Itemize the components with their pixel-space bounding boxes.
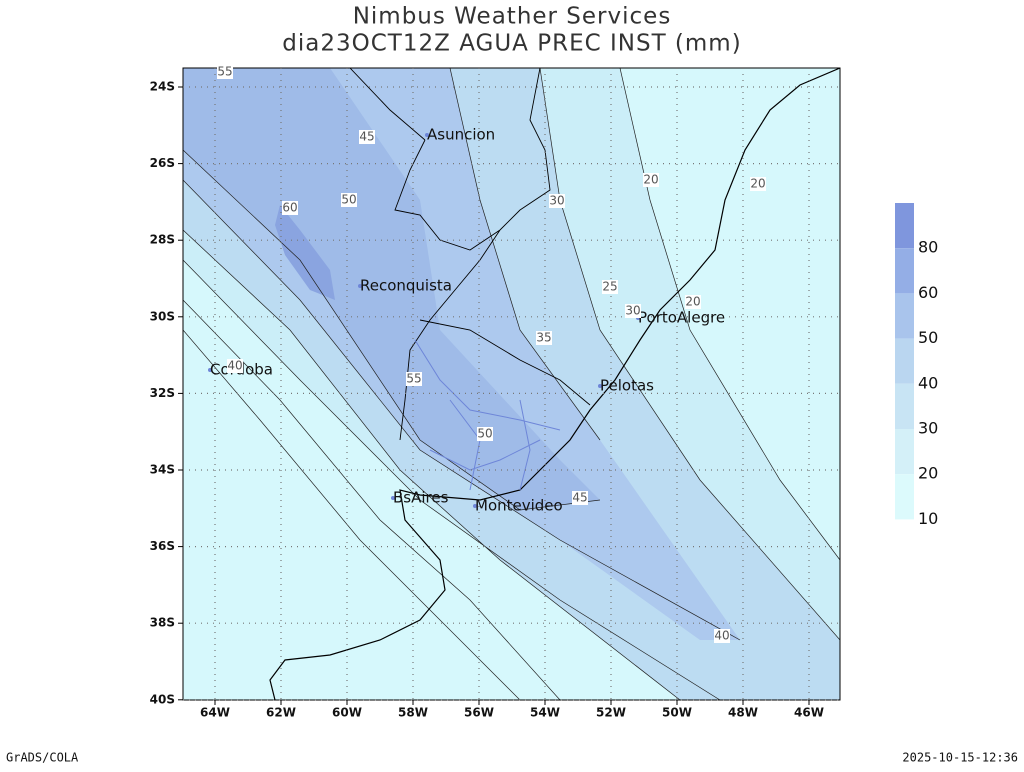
city-dot: [473, 504, 477, 508]
colorbar-box: [895, 338, 914, 384]
contour-label: 20: [750, 177, 765, 191]
colorbar-box: [895, 293, 914, 339]
lat-label: 32S: [150, 386, 175, 400]
lon-label: 56W: [464, 706, 494, 720]
contour-label-bg: [714, 629, 730, 643]
fill-60: [275, 205, 335, 300]
contour-label: 30: [625, 304, 640, 318]
lat-label: 30S: [150, 309, 175, 323]
footer-right: 2025-10-15-12:36: [902, 751, 1018, 765]
contour-label: 50: [341, 193, 356, 207]
lat-label: 38S: [150, 616, 175, 630]
city-label: Reconquista: [360, 277, 452, 295]
colorbar-box: [895, 383, 914, 429]
lon-label: 46W: [794, 706, 824, 720]
lat-label: 26S: [150, 156, 175, 170]
borders: [349, 68, 591, 441]
fill-50: [183, 68, 600, 510]
map-frame: [182, 67, 841, 701]
colorbar-box: [895, 203, 914, 249]
contour-label-bg: [643, 173, 659, 187]
city-dot: [425, 133, 429, 137]
colorbar-label: 50: [918, 328, 938, 347]
lon-label: 62W: [266, 706, 296, 720]
city-label: BsAires: [393, 489, 449, 507]
colorbar-label: 30: [918, 419, 938, 438]
city-label: Pelotas: [600, 377, 654, 395]
contour-label: 50: [477, 427, 492, 441]
city-label: PortoAlegre: [638, 309, 725, 327]
contour-label: 60: [282, 201, 297, 215]
contour-label: 55: [406, 372, 421, 386]
city-dot: [598, 384, 602, 388]
lat-label: 28S: [150, 233, 175, 247]
coastline: [269, 68, 840, 700]
lat-label: 34S: [150, 463, 175, 477]
colorbar-box: [895, 474, 914, 520]
colorbar-box: [895, 248, 914, 294]
colorbar-label: 60: [918, 283, 938, 302]
lon-label: 50W: [662, 706, 692, 720]
lon-label: 58W: [398, 706, 428, 720]
contour-label: 30: [549, 194, 564, 208]
title: Nimbus Weather Services: [353, 4, 672, 30]
city-label: Asuncion: [427, 126, 495, 144]
contour-label-bg: [359, 130, 375, 144]
contour-label-bg: [217, 65, 233, 79]
lon-label: 52W: [596, 706, 626, 720]
contour-label-bg: [341, 193, 357, 207]
subtitle: dia23OCT12Z AGUA PREC INST (mm): [282, 31, 741, 57]
contour-label: 20: [643, 173, 658, 187]
colorbar-label: 10: [918, 509, 938, 528]
lon-label: 64W: [200, 706, 230, 720]
city-dot: [358, 284, 362, 288]
lon-label: 48W: [728, 706, 758, 720]
contour-label-bg: [572, 491, 588, 505]
colorbar-label: 20: [918, 464, 938, 483]
colorbar-label: 40: [918, 373, 938, 392]
lon-label: 54W: [530, 706, 560, 720]
footer-left: GrADS/COLA: [6, 751, 79, 765]
city-dot: [208, 368, 212, 372]
colorbar-box: [895, 429, 914, 475]
colorbar-label: 80: [918, 238, 938, 257]
contour-label-bg: [685, 295, 701, 309]
colorbar: 80 60 50 40 30 20 10: [895, 203, 938, 528]
contour-label: 45: [359, 130, 374, 144]
lon-label: 60W: [332, 706, 362, 720]
lat-label: 24S: [150, 80, 175, 94]
contour-label: 40: [714, 629, 729, 643]
contour-label-bg: [602, 280, 618, 294]
contour-label-bg: [625, 304, 641, 318]
contour-label-bg: [406, 372, 422, 386]
contour-label: 25: [602, 280, 617, 294]
contour-label-bg: [536, 331, 552, 345]
contour-label-bg: [282, 201, 298, 215]
lat-label: 40S: [150, 692, 175, 706]
contour-label-bg: [549, 194, 565, 208]
contour-label-bg: [227, 359, 243, 373]
contour-label-bg: [477, 427, 493, 441]
contour-label: 45: [572, 491, 587, 505]
contour-label: 35: [536, 331, 551, 345]
contour-label: 55: [217, 65, 232, 79]
contour-label-bg: [750, 177, 766, 191]
map-area: [183, 68, 840, 700]
contour-label: 40: [227, 359, 242, 373]
city-dot: [391, 496, 395, 500]
state-borders: [414, 339, 561, 491]
lat-label: 36S: [150, 539, 175, 553]
contour-label: 20: [685, 295, 700, 309]
city-label: Montevideo: [475, 497, 563, 515]
